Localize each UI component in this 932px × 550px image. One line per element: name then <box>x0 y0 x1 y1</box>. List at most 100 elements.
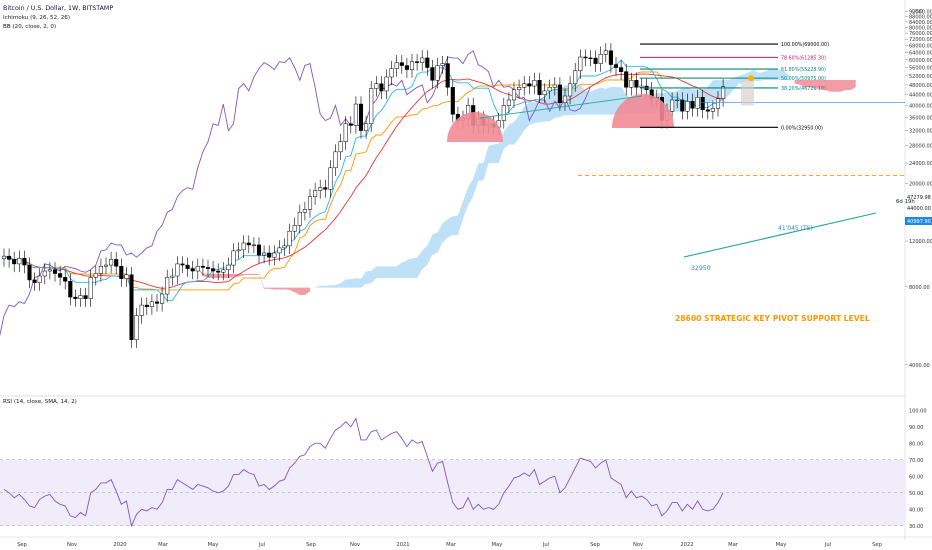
candle-down[interactable] <box>32 279 37 283</box>
candle-up[interactable] <box>670 99 675 112</box>
candle-down[interactable] <box>705 109 710 112</box>
candle-up[interactable] <box>522 83 527 88</box>
candle-up[interactable] <box>369 88 374 125</box>
candle-up[interactable] <box>552 84 557 88</box>
candle-down[interactable] <box>450 87 455 115</box>
candle-down[interactable] <box>348 123 353 126</box>
candle-up[interactable] <box>98 265 103 274</box>
candle-up[interactable] <box>547 87 552 92</box>
candle-up[interactable] <box>394 62 399 69</box>
candle-down[interactable] <box>624 71 629 88</box>
candle-up[interactable] <box>221 269 226 273</box>
candle-up[interactable] <box>384 76 389 92</box>
candle-up[interactable] <box>78 295 83 299</box>
candle-down[interactable] <box>267 252 272 258</box>
candle-up[interactable] <box>175 263 180 277</box>
candle-up[interactable] <box>685 101 690 112</box>
candle-up[interactable] <box>236 249 241 252</box>
candle-up[interactable] <box>124 274 129 279</box>
candle-down[interactable] <box>246 242 251 246</box>
candle-up[interactable] <box>343 123 348 142</box>
candle-down[interactable] <box>211 268 216 272</box>
candle-down[interactable] <box>537 80 542 95</box>
candle-up[interactable] <box>409 61 415 70</box>
candle-up[interactable] <box>277 247 282 254</box>
candle-up[interactable] <box>165 277 170 295</box>
candle-up[interactable] <box>506 99 511 106</box>
candle-down[interactable] <box>634 80 639 88</box>
candle-up[interactable] <box>578 56 583 71</box>
candle-up[interactable] <box>695 97 700 109</box>
candle-down[interactable] <box>583 56 588 59</box>
candle-down[interactable] <box>205 267 211 269</box>
candle-up[interactable] <box>710 108 715 112</box>
candle-down[interactable] <box>114 259 119 267</box>
candle-down[interactable] <box>52 269 58 274</box>
candle-up[interactable] <box>297 212 302 226</box>
candle-up[interactable] <box>511 89 517 101</box>
candle-down[interactable] <box>7 255 12 260</box>
candle-down[interactable] <box>700 97 705 111</box>
candle-up[interactable] <box>629 80 634 88</box>
candle-down[interactable] <box>323 187 328 190</box>
candle-up[interactable] <box>231 250 236 266</box>
candle-up[interactable] <box>389 68 394 78</box>
candle-down[interactable] <box>430 67 435 81</box>
candle-up[interactable] <box>251 244 256 246</box>
candle-down[interactable] <box>256 244 262 256</box>
candle-down[interactable] <box>619 67 624 72</box>
candle-down[interactable] <box>680 99 685 112</box>
candle-up[interactable] <box>282 245 287 249</box>
candle-up[interactable] <box>333 151 338 169</box>
candle-down[interactable] <box>144 304 149 307</box>
candle-up[interactable] <box>262 252 267 256</box>
candle-up[interactable] <box>328 167 333 190</box>
candle-up[interactable] <box>715 98 721 109</box>
candle-up[interactable] <box>307 196 313 210</box>
candle-down[interactable] <box>63 277 68 282</box>
candle-down[interactable] <box>358 103 364 131</box>
candle-down[interactable] <box>154 301 160 304</box>
candle-down[interactable] <box>527 83 532 87</box>
candle-down[interactable] <box>588 57 593 59</box>
candle-up[interactable] <box>88 277 93 299</box>
candle-up[interactable] <box>501 105 506 121</box>
candle-up[interactable] <box>440 63 445 66</box>
candle-down[interactable] <box>415 61 420 63</box>
candle-down[interactable] <box>129 274 134 340</box>
candle-up[interactable] <box>420 57 425 63</box>
candle-down[interactable] <box>73 296 78 299</box>
candle-down[interactable] <box>68 281 73 298</box>
candle-down[interactable] <box>613 64 619 68</box>
candle-up[interactable] <box>353 103 358 126</box>
candle-up[interactable] <box>568 83 573 97</box>
candle-up[interactable] <box>109 259 114 266</box>
candle-down[interactable] <box>83 295 88 299</box>
candle-up[interactable] <box>562 95 568 103</box>
candle-up[interactable] <box>37 275 42 283</box>
candle-down[interactable] <box>608 50 613 65</box>
candle-up[interactable] <box>364 123 369 131</box>
candle-down[interactable] <box>58 273 63 278</box>
candle-up[interactable] <box>292 225 297 232</box>
candle-up[interactable] <box>374 83 379 89</box>
candle-up[interactable] <box>226 264 231 271</box>
candle-up[interactable] <box>160 293 165 304</box>
candle-down[interactable] <box>119 265 124 279</box>
candle-up[interactable] <box>170 275 175 278</box>
candle-up[interactable] <box>42 270 47 277</box>
candle-up[interactable] <box>149 301 154 307</box>
candle-down[interactable] <box>425 57 430 68</box>
candle-down[interactable] <box>12 259 17 265</box>
candle-up[interactable] <box>134 315 139 340</box>
candle-up[interactable] <box>272 252 277 258</box>
candle-up[interactable] <box>139 304 144 316</box>
candle-up[interactable] <box>517 87 522 90</box>
candle-up[interactable] <box>435 65 440 81</box>
candle-up[interactable] <box>47 269 52 272</box>
candle-up[interactable] <box>573 70 578 84</box>
candle-up[interactable] <box>195 265 200 272</box>
candle-up[interactable] <box>93 273 98 278</box>
candle-down[interactable] <box>22 258 27 266</box>
